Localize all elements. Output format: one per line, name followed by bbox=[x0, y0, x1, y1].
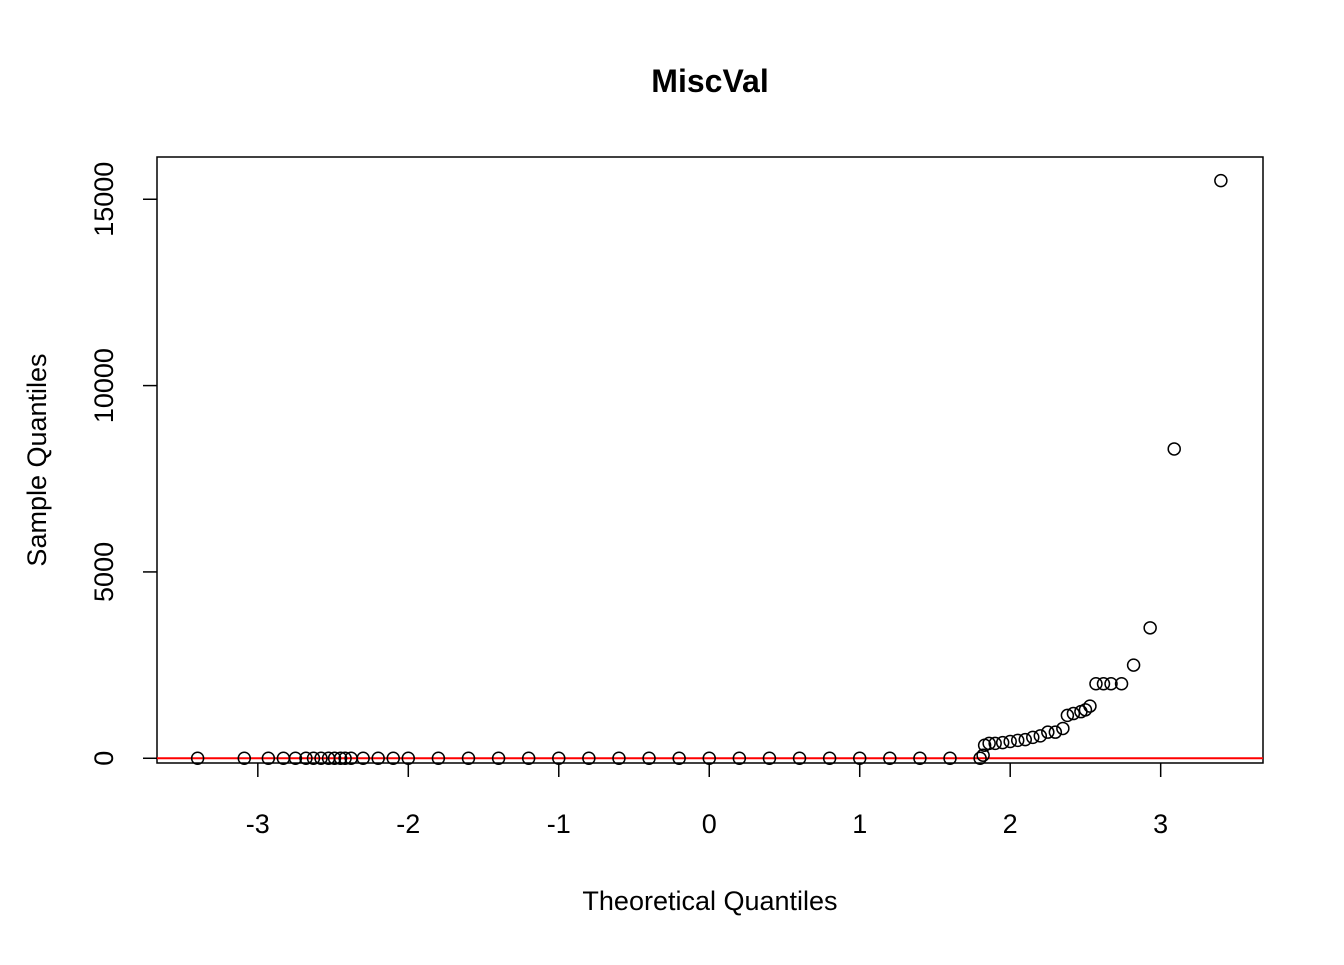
point bbox=[1041, 725, 1055, 739]
point bbox=[1083, 699, 1097, 713]
y-axis-label: Sample Quantiles bbox=[22, 353, 52, 566]
point bbox=[732, 751, 747, 766]
point bbox=[672, 751, 686, 766]
point bbox=[1026, 730, 1040, 745]
point bbox=[288, 751, 303, 766]
point bbox=[1033, 729, 1048, 743]
point bbox=[1096, 676, 1111, 691]
point bbox=[1066, 706, 1081, 721]
point bbox=[982, 736, 996, 751]
y-tick-label: 15000 bbox=[89, 162, 119, 237]
y-tick-label: 5000 bbox=[89, 542, 119, 602]
point bbox=[371, 751, 385, 766]
point bbox=[314, 751, 328, 766]
point bbox=[822, 751, 837, 766]
point bbox=[401, 751, 416, 766]
point bbox=[943, 751, 957, 766]
point bbox=[852, 751, 867, 766]
point bbox=[1126, 658, 1141, 672]
point bbox=[612, 751, 626, 766]
point bbox=[1167, 442, 1181, 456]
point bbox=[338, 751, 352, 766]
point bbox=[491, 751, 506, 766]
point bbox=[386, 751, 400, 766]
point bbox=[306, 751, 321, 766]
point bbox=[333, 751, 348, 766]
point bbox=[1078, 703, 1093, 717]
point bbox=[973, 751, 987, 766]
x-tick-label: 0 bbox=[702, 809, 717, 839]
point bbox=[431, 751, 446, 766]
point bbox=[1048, 725, 1063, 739]
x-tick-label: 1 bbox=[852, 809, 867, 839]
point bbox=[762, 751, 777, 766]
point bbox=[461, 751, 476, 766]
point bbox=[1104, 676, 1118, 691]
point bbox=[1003, 734, 1017, 749]
point bbox=[582, 751, 596, 766]
point bbox=[702, 751, 716, 766]
point bbox=[913, 751, 927, 766]
point bbox=[1056, 721, 1070, 736]
point bbox=[883, 751, 897, 766]
point bbox=[299, 751, 313, 766]
point bbox=[1018, 732, 1032, 747]
x-tick-label: 3 bbox=[1153, 809, 1168, 839]
point bbox=[237, 751, 252, 766]
point bbox=[976, 748, 990, 763]
point bbox=[642, 751, 656, 766]
point bbox=[356, 751, 370, 766]
point bbox=[552, 751, 566, 766]
point bbox=[327, 751, 342, 766]
point bbox=[995, 735, 1010, 750]
point bbox=[1143, 621, 1157, 635]
plot-frame bbox=[156, 156, 1264, 764]
x-tick-label: 2 bbox=[1003, 809, 1018, 839]
point bbox=[1114, 676, 1129, 691]
point bbox=[190, 751, 205, 766]
point bbox=[1010, 733, 1025, 748]
point bbox=[988, 736, 1002, 751]
y-tick-label: 0 bbox=[89, 751, 119, 766]
point bbox=[521, 751, 536, 766]
y-tick-label: 10000 bbox=[89, 348, 119, 423]
chart-title: MiscVal bbox=[651, 63, 768, 99]
x-tick-label: -1 bbox=[547, 809, 571, 839]
point bbox=[1214, 173, 1228, 188]
x-tick-label: -3 bbox=[246, 809, 270, 839]
point bbox=[792, 751, 807, 766]
point bbox=[1089, 676, 1103, 691]
point bbox=[261, 751, 276, 766]
x-tick-label: -2 bbox=[396, 809, 420, 839]
point bbox=[1060, 708, 1075, 723]
x-axis-label: Theoretical Quantiles bbox=[582, 886, 837, 916]
